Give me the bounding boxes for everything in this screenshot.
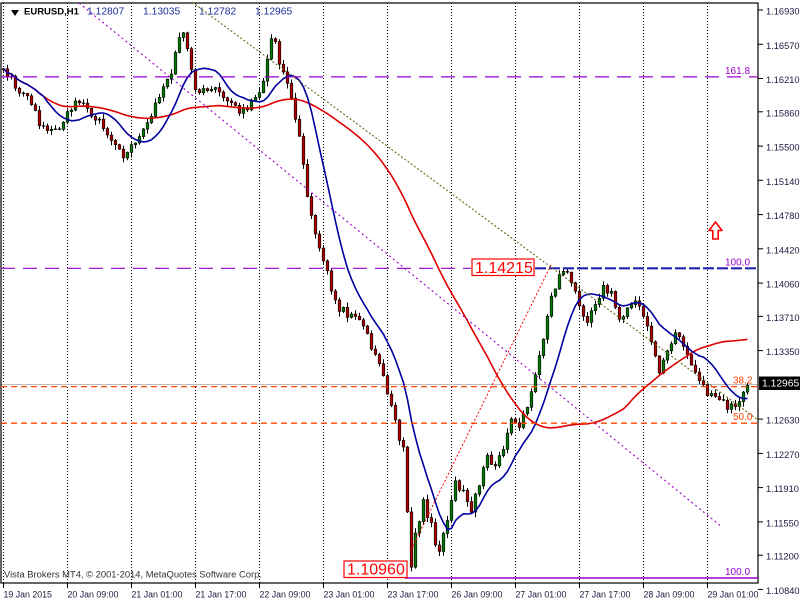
svg-text:1.15500: 1.15500	[766, 143, 800, 153]
svg-text:1.16930: 1.16930	[766, 7, 800, 17]
svg-text:100.0: 100.0	[725, 567, 750, 578]
svg-text:1.10960: 1.10960	[347, 562, 405, 579]
svg-text:1.12807: 1.12807	[87, 7, 124, 18]
svg-text:27 Jan 01:00: 27 Jan 01:00	[516, 590, 567, 600]
svg-text:1.16570: 1.16570	[766, 41, 800, 51]
svg-text:23 Jan 01:00: 23 Jan 01:00	[324, 590, 375, 600]
svg-text:20 Jan 09:00: 20 Jan 09:00	[68, 590, 119, 600]
svg-text:Vista Brokers MT4, © 2001-2014: Vista Brokers MT4, © 2001-2014, MetaQuot…	[4, 569, 262, 580]
svg-text:23 Jan 17:00: 23 Jan 17:00	[388, 590, 439, 600]
svg-text:1.12270: 1.12270	[766, 450, 800, 460]
svg-text:1.11910: 1.11910	[766, 484, 799, 494]
svg-text:EURUSD,H1: EURUSD,H1	[24, 7, 80, 18]
svg-text:1.15860: 1.15860	[766, 108, 800, 118]
svg-text:38.2: 38.2	[733, 376, 753, 387]
svg-text:21 Jan 17:00: 21 Jan 17:00	[196, 590, 247, 600]
svg-text:1.10840: 1.10840	[766, 586, 800, 596]
svg-text:100.0: 100.0	[725, 258, 750, 269]
svg-text:1.11550: 1.11550	[766, 518, 799, 528]
svg-text:1.12630: 1.12630	[766, 416, 800, 426]
svg-text:1.12965: 1.12965	[762, 378, 799, 389]
svg-text:22 Jan 09:00: 22 Jan 09:00	[260, 590, 311, 600]
svg-text:1.14215: 1.14215	[475, 260, 533, 277]
svg-text:28 Jan 09:00: 28 Jan 09:00	[644, 590, 695, 600]
svg-text:19 Jan 2015: 19 Jan 2015	[4, 590, 53, 600]
svg-text:26 Jan 09:00: 26 Jan 09:00	[452, 590, 503, 600]
svg-text:161.8: 161.8	[725, 66, 750, 77]
svg-text:1.14780: 1.14780	[766, 211, 800, 221]
svg-text:1.16210: 1.16210	[766, 75, 800, 85]
svg-text:1.12965: 1.12965	[255, 7, 292, 18]
svg-text:1.13350: 1.13350	[766, 347, 800, 357]
svg-text:1.13035: 1.13035	[143, 7, 180, 18]
svg-text:1.15140: 1.15140	[766, 177, 800, 187]
svg-text:1.14060: 1.14060	[766, 280, 800, 290]
svg-text:1.14420: 1.14420	[766, 245, 800, 255]
svg-text:1.11200: 1.11200	[766, 552, 799, 562]
svg-text:21 Jan 01:00: 21 Jan 01:00	[132, 590, 183, 600]
svg-text:27 Jan 17:00: 27 Jan 17:00	[580, 590, 631, 600]
svg-text:29 Jan 01:00: 29 Jan 01:00	[708, 590, 759, 600]
svg-text:1.13710: 1.13710	[766, 313, 800, 323]
